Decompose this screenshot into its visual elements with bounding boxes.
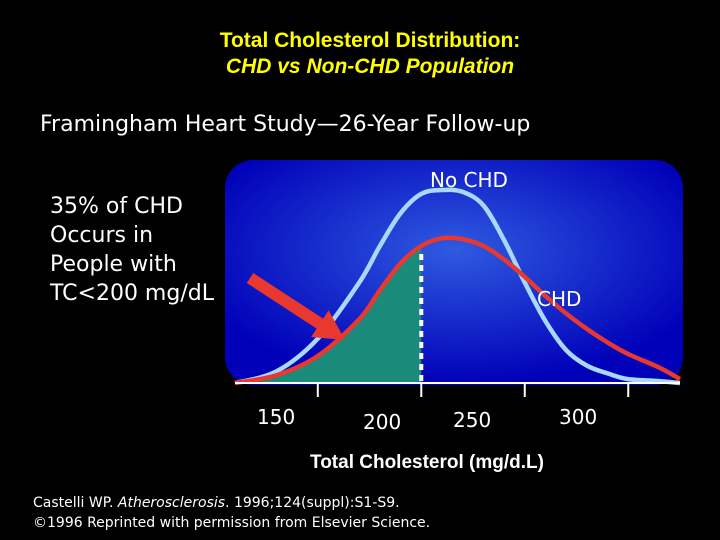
chart-title: Total Cholesterol Distribution: [219,29,521,52]
series-label-no-chd: No CHD [430,168,508,192]
callout-line-3: People with [50,252,177,277]
citation-suffix: . 1996;124(suppl):S1-S9. [225,495,400,511]
callout-arrow-shaft [246,272,326,331]
series-label-chd: CHD [537,287,582,311]
callout-arrow [246,272,345,340]
x-tick-label-300: 300 [559,405,598,429]
series-line-no-chd [234,187,681,386]
x-tick-label-150: 150 [257,405,296,429]
callout-line-2: Occurs in [50,223,154,248]
callout-arrow-head [311,310,345,340]
shaded-area-below-200 [235,246,422,383]
citation-line-1: Castelli WP. Atherosclerosis. 1996;124(s… [33,495,400,511]
citation-line-2: ©1996 Reprinted with permission from Els… [33,515,431,531]
callout-line-4: TC<200 mg/dL [50,281,214,306]
callout-text: 35% of CHD Occurs in People with TC<200 … [50,192,214,308]
citation-prefix: Castelli WP. [33,495,118,511]
x-axis-label: Total Cholesterol (mg/d.L) [310,452,544,473]
x-tick-label-200: 200 [363,410,402,434]
citation-journal: Atherosclerosis [117,495,226,511]
plot-panel [225,160,683,385]
series-line-chd [234,235,682,386]
x-tick-marks [316,383,630,397]
study-subtitle: Framingham Heart Study—26-Year Follow-up [40,112,531,137]
callout-line-1: 35% of CHD [50,194,183,219]
chart-subtitle: CHD vs Non-CHD Population [225,55,515,78]
x-tick-label-250: 250 [453,408,492,432]
